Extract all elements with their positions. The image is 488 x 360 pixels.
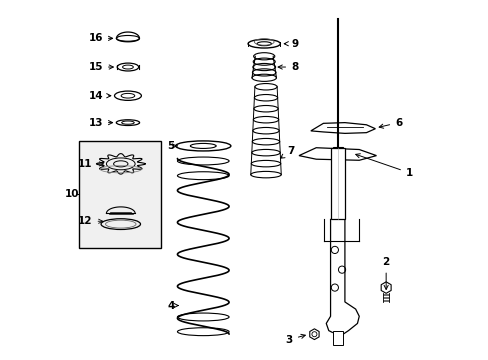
Bar [79,140,161,248]
Bar [332,147,342,153]
Text: 9: 9 [284,39,298,49]
Text: 14: 14 [88,91,111,101]
Text: 15: 15 [88,62,113,72]
Text: 6: 6 [378,118,402,128]
Text: 13: 13 [88,118,112,128]
Text: 12: 12 [78,216,102,226]
Text: 5: 5 [167,141,177,151]
Bar [332,330,342,345]
Text: 2: 2 [382,257,389,289]
Text: 16: 16 [88,33,112,43]
Text: 11: 11 [78,159,103,169]
Text: 3: 3 [285,334,305,345]
Text: 10: 10 [64,189,79,199]
Text: 1: 1 [355,154,412,178]
Text: 8: 8 [278,62,298,72]
Bar [330,148,344,220]
Text: 7: 7 [280,146,294,158]
Text: 4: 4 [167,301,178,311]
